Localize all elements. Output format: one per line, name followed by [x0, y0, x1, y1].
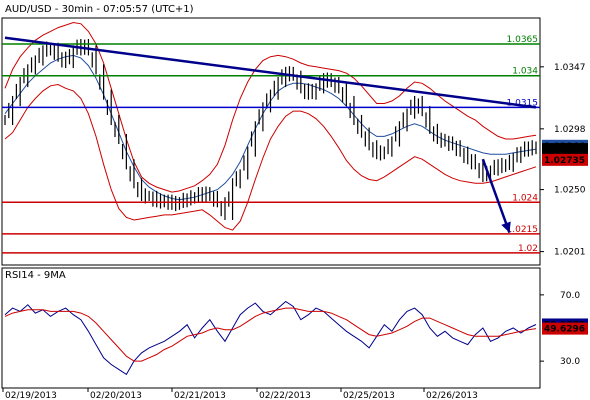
rsi-end-label-text: 49.6296 — [544, 325, 585, 335]
projection-arrow-head — [501, 221, 511, 233]
price-tick-label: 1.0201 — [554, 248, 586, 258]
price-label-text: 1.0282 — [550, 145, 585, 155]
x-tick-label: 02/26/2013 — [426, 391, 478, 400]
rsi-tick-label: 30.0 — [560, 357, 580, 367]
level-label: 1.024 — [512, 193, 538, 203]
x-tick-label: 02/21/2013 — [174, 391, 226, 400]
price-label-text: 1.02735 — [544, 156, 585, 166]
rsi-series-group — [4, 300, 537, 376]
level-label: 1.0315 — [507, 98, 539, 108]
horizontal-levels-group: 1.0365 1.034 1.0315 1.024 1.0215 1.02 — [2, 35, 540, 254]
price-panel: AUD/USD - 30min - 07:05:57 (UTC+1) 1.036… — [1, 4, 588, 266]
price-label-box — [542, 153, 588, 166]
rsi-tick-label: 70.0 — [560, 291, 580, 301]
x-tick-label: 02/20/2013 — [90, 391, 142, 400]
rsi-panel: RSI14 - 9MA 70.0 30.0 52.127349.6296 — [1, 267, 588, 389]
date-axis: 02/19/2013 02/20/2013 02/21/2013 02/22/2013… — [2, 387, 540, 400]
bollinger-lower-line — [4, 83, 537, 231]
price-axis-ticks: 1.0347 1.0298 1.0250 1.0201 — [540, 63, 586, 258]
rsi-end-label-box — [542, 322, 588, 335]
rsi-chart-title: RSI14 - 9MA — [5, 270, 66, 281]
level-label: 1.0365 — [507, 35, 539, 45]
x-tick-label: 02/19/2013 — [5, 391, 57, 400]
x-tick-label: 02/25/2013 — [343, 391, 395, 400]
price-label: 1.02735 — [542, 153, 588, 166]
rsi-series-line — [4, 300, 537, 376]
price-tick-label: 1.0250 — [554, 186, 586, 196]
price-tick-label: 1.0347 — [554, 63, 586, 73]
level-label: 1.034 — [512, 67, 538, 77]
projection-arrow-line — [481, 158, 511, 234]
price-label-box — [542, 143, 588, 156]
bollinger-upper-line — [4, 21, 537, 193]
level-label: 1.0215 — [507, 225, 539, 235]
rsi-series-line — [4, 307, 537, 362]
trendline — [4, 36, 537, 109]
level-label: 1.02 — [518, 244, 538, 254]
price-label: 1.0282 — [542, 143, 588, 156]
price-tick-label: 1.0298 — [554, 125, 586, 135]
rsi-end-label: 49.6296 — [542, 322, 588, 335]
rsi-axis-ticks: 70.0 30.0 — [540, 291, 580, 367]
price-chart-title: AUD/USD - 30min - 07:05:57 (UTC+1) — [5, 4, 194, 15]
rsi-labels-group: 52.127349.6296 — [542, 318, 588, 335]
x-tick-label: 02/22/2013 — [259, 391, 311, 400]
